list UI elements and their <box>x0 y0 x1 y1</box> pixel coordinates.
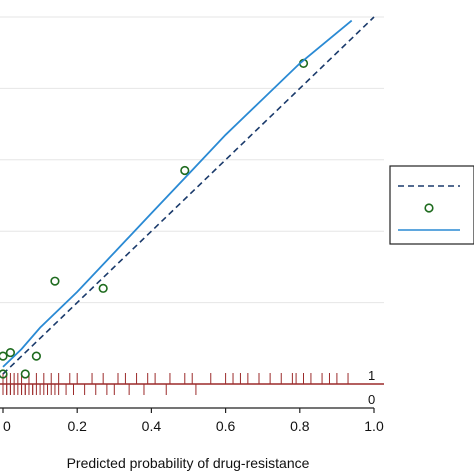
rug-plot <box>0 373 384 395</box>
plot-series <box>0 16 375 379</box>
grouped-observation-point-6 <box>98 283 108 293</box>
legend <box>389 165 474 245</box>
reference-line <box>2 16 375 375</box>
x-tick-label-2: 0.4 <box>142 418 162 434</box>
x-tick-label-5: 1.0 <box>364 418 384 434</box>
axes: 0 0.2 0.4 0.6 0.8 1.0 <box>0 407 384 434</box>
rug-label-top: 1 <box>368 368 375 383</box>
x-tick-label-3: 0.6 <box>216 418 236 434</box>
x-tick-label-4: 0.8 <box>290 418 310 434</box>
x-axis-title: Predicted probability of drug-resistance <box>67 455 310 471</box>
legend-marker-circle <box>424 203 434 213</box>
grouped-observation-point-7 <box>180 165 190 176</box>
grouped-observation-point-5 <box>50 276 60 286</box>
grouped-observation-point-2 <box>5 347 16 358</box>
gridlines <box>0 16 384 304</box>
smoothed-calibration-line <box>2 19 353 368</box>
grouped-observation-point-4 <box>31 351 41 361</box>
grouped-observation-point-3 <box>20 369 30 379</box>
grouped-observation-point-0 <box>0 369 8 379</box>
grouped-observation-point-1 <box>0 351 8 361</box>
x-tick-label-0: 0 <box>3 418 11 434</box>
x-tick-label-1: 0.2 <box>67 418 87 434</box>
rug-label-bottom: 0 <box>368 392 375 407</box>
